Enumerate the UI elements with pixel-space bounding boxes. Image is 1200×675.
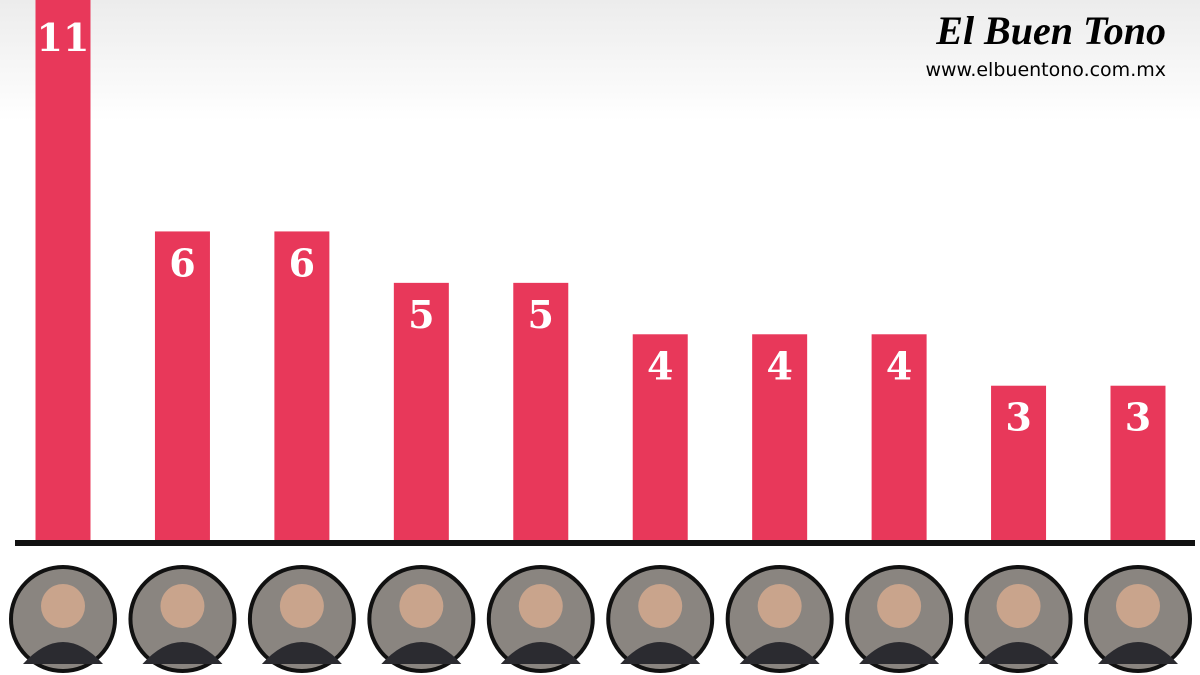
value-label: 6 (289, 240, 315, 285)
photo-body (1098, 642, 1178, 664)
value-label: 3 (1125, 395, 1151, 440)
photo-body (23, 642, 103, 664)
bar (871, 334, 927, 540)
photo-face (41, 584, 85, 628)
photo-face (996, 584, 1041, 628)
value-label: 11 (37, 15, 90, 60)
bar (35, 0, 91, 541)
photo-body (859, 642, 940, 664)
value-label: 3 (1005, 395, 1031, 440)
photo-body (142, 642, 223, 664)
bar (1110, 385, 1166, 540)
brand: El Buen Tono (935, 8, 1166, 53)
bars: 11 6 6 5 5 4 4 4 3 3 (35, 0, 1166, 541)
value-label: 5 (408, 292, 434, 337)
photo-face (1116, 584, 1160, 628)
photo-body (739, 642, 820, 664)
bar (154, 231, 210, 540)
bar (991, 385, 1047, 540)
value-label: 5 (528, 292, 554, 337)
value-label: 4 (886, 343, 912, 388)
photos (9, 565, 1192, 673)
value-label: 6 (169, 240, 195, 285)
photo-face (160, 584, 205, 628)
photo-face (877, 584, 922, 628)
value-label: 4 (766, 343, 792, 388)
bar (513, 282, 569, 540)
photo-body (261, 642, 342, 664)
photo-body (978, 642, 1059, 664)
photo-body (620, 642, 701, 664)
photo-face (757, 584, 802, 628)
bar (274, 231, 330, 540)
bar (393, 282, 449, 540)
photo-face (638, 584, 683, 628)
photo-body (381, 642, 462, 664)
url: www.elbuentono.com.mx (925, 59, 1166, 81)
photo-face (399, 584, 444, 628)
bar (752, 334, 808, 540)
bar (632, 334, 688, 540)
photo-face (518, 584, 563, 628)
photo-body (500, 642, 581, 664)
photo-face (279, 584, 324, 628)
value-label: 4 (647, 343, 673, 388)
